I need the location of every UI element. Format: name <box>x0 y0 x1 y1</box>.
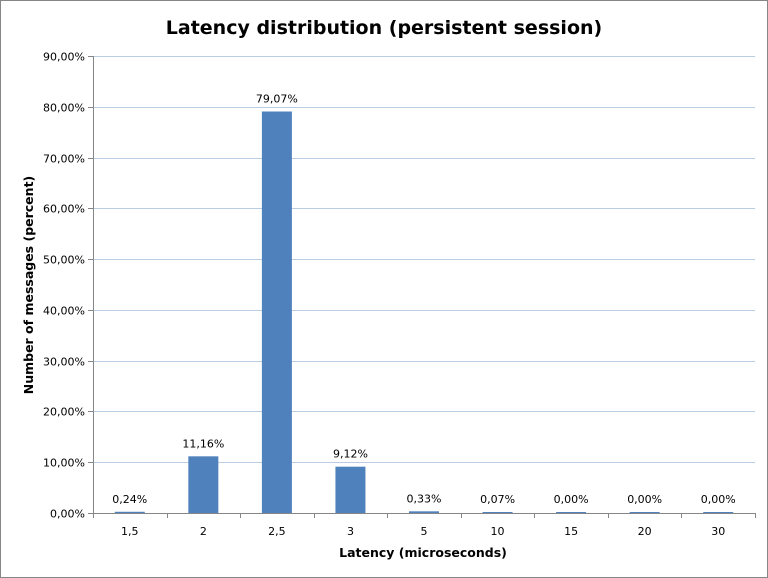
data-label: 79,07% <box>256 93 298 106</box>
bar-15 <box>556 512 587 513</box>
data-labels: 0,24% 11,16% 79,07% 9,12% 0,33% 0,07% 0,00% 0,0… <box>112 93 735 506</box>
y-tick-label: 10,00% <box>43 457 85 470</box>
x-tick-label: 5 <box>421 525 428 538</box>
data-label: 0,33% <box>407 492 442 505</box>
data-label: 0,24% <box>112 493 147 506</box>
data-label: 0,00% <box>701 493 736 506</box>
data-label: 0,07% <box>480 493 515 506</box>
y-tick-labels: 0,00% 10,00% 20,00% 30,00% 40,00% 50,00% 60,00… <box>43 51 85 521</box>
y-axis-title: Number of messages (percent) <box>21 176 36 395</box>
y-tick-label: 80,00% <box>43 102 85 115</box>
y-tick-label: 90,00% <box>43 51 85 64</box>
data-label: 11,16% <box>182 437 224 450</box>
gridlines <box>93 56 755 463</box>
x-tick-label: 20 <box>638 525 652 538</box>
bar-2-5 <box>261 111 292 513</box>
y-tick-label: 50,00% <box>43 254 85 267</box>
y-tick-label: 0,00% <box>50 508 85 521</box>
y-tick-label: 40,00% <box>43 305 85 318</box>
x-tick-label: 1,5 <box>121 525 139 538</box>
y-tick-label: 60,00% <box>43 203 85 216</box>
y-tick-label: 20,00% <box>43 406 85 419</box>
x-tick-label: 15 <box>564 525 578 538</box>
bars <box>114 111 734 513</box>
x-tick-label: 2 <box>200 525 207 538</box>
x-tick-labels: 1,5 2 2,5 3 5 10 15 20 30 <box>121 525 725 538</box>
bar-20 <box>629 512 660 513</box>
x-tick-label: 10 <box>491 525 505 538</box>
bar-2 <box>188 456 219 513</box>
bar-1-5 <box>114 511 145 513</box>
bar-10 <box>482 512 513 513</box>
bar-5 <box>409 511 439 513</box>
x-axis-title: Latency (microseconds) <box>339 545 507 560</box>
data-label: 0,00% <box>627 493 662 506</box>
chart-title: Latency distribution (persistent session… <box>166 17 602 39</box>
x-tick-label: 3 <box>347 525 354 538</box>
data-label: 9,12% <box>333 448 368 461</box>
y-tick-label: 30,00% <box>43 356 85 369</box>
axes <box>88 56 756 518</box>
x-tick-label: 30 <box>711 525 725 538</box>
x-tick-label: 2,5 <box>268 525 286 538</box>
bar-3 <box>335 466 366 513</box>
bar-30 <box>703 512 734 513</box>
data-label: 0,00% <box>554 493 589 506</box>
y-tick-label: 70,00% <box>43 153 85 166</box>
